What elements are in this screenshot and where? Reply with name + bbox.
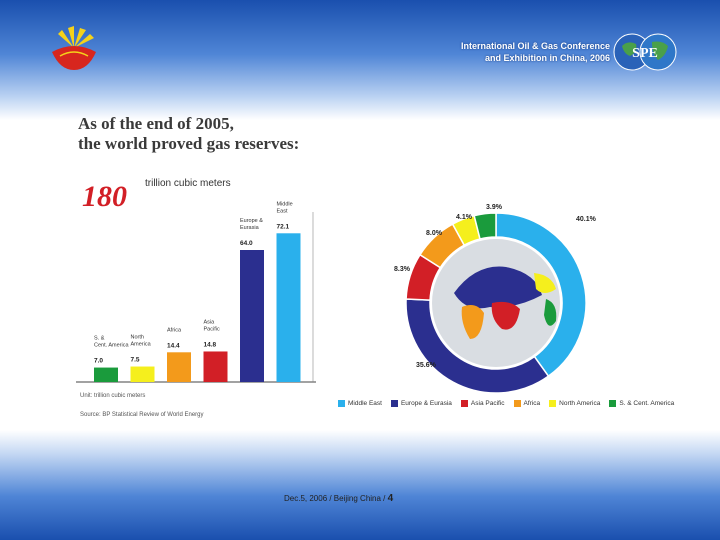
regional-reserves-bar-chart: S. & Cent. America 7.0 North America 7.5 Afric… [76,201,316,383]
conference-line-2: and Exhibition in China, 2006 [484,53,610,63]
donut-value-label-asia-pacific: 8.3% [394,266,411,273]
bar-category-label-europe-eurasia: Europe & Eurasia [240,218,263,231]
globe-africa-region [461,305,484,339]
legend-label-europe-eurasia: Europe & Eurasia [400,400,452,407]
legend-label-north-america: North America [559,400,601,407]
total-reserves-value: 180 [82,180,127,213]
bar-value-label-north-america: 7.5 [131,357,140,364]
globe-north-america-region [534,273,556,293]
title-line-2: the world proved gas reserves: [78,134,300,153]
donut-slice-s-cent-america [473,212,497,240]
page-title: As of the end of 2005, the world proved … [78,114,299,154]
title-line-1: As of the end of 2005, [78,114,234,133]
bar-value-label-europe-eurasia: 64.0 [240,240,253,247]
company-logo-icon [52,26,96,70]
legend-swatch-middle-east [338,400,345,407]
legend-swatch-north-america [549,400,557,407]
source-note: Source: BP Statistical Review of World E… [80,412,204,418]
reserves-share-donut-chart: 40.1% 35.6% 8.3% 8.0% 4.1% 3.9% [394,204,597,394]
conference-title: International Oil & Gas Conference and E… [440,40,610,64]
legend-item-europe-eurasia: Europe & Eurasia [390,400,452,407]
legend-label-asia-pacific: Asia Pacific [470,400,505,407]
legend-swatch-s-cent-america [609,400,617,407]
header-background [0,0,720,120]
bar-category-label-s-cent-america: S. & Cent. America [94,336,129,349]
bar-value-label-asia-pacific: 14.8 [204,341,217,348]
total-reserves-unit: trillion cubic meters [145,178,231,189]
legend-swatch-europe-eurasia [390,400,398,407]
footer-text: Dec.5, 2006 / Beijing China / [284,494,386,503]
legend-item-north-america: North America [549,400,600,407]
bar-category-label-asia-pacific: Asia Pacific [204,319,220,332]
legend-swatch-africa [513,400,521,407]
spe-label: SPE [632,46,658,61]
footer: Dec.5, 2006 / Beijing China / 4 [284,493,393,504]
bar-value-label-africa: 14.4 [167,342,180,349]
spe-globe-logo: SPE [613,33,677,71]
legend-label-africa: Africa [523,400,541,407]
unit-note: Unit: trillion cubic meters [80,393,146,399]
bar-category-label-north-america: North America [131,335,152,348]
bar-category-label-africa: Africa [167,327,182,333]
bar-value-label-middle-east: 72.1 [277,223,290,230]
globe-asia-pacific-region [491,301,520,330]
legend-label-middle-east: Middle East [348,400,382,407]
bar-s-cent-america [94,367,118,382]
footer-background [0,430,720,540]
legend-label-s-cent-america: S. & Cent. America [619,400,675,407]
donut-value-label-s-cent-america: 3.9% [486,204,503,211]
donut-value-label-europe-eurasia: 35.6% [416,362,437,369]
bar-value-label-s-cent-america: 7.0 [94,358,103,365]
donut-value-label-middle-east: 40.1% [576,216,597,223]
bar-middle-east [276,233,301,382]
bar-north-america [130,366,155,382]
donut-value-label-africa: 8.0% [426,230,443,237]
legend-item-asia-pacific: Asia Pacific [460,400,505,407]
donut-value-label-north-america: 4.1% [456,214,473,221]
bar-europe-eurasia [240,250,264,382]
donut-legend: Middle East Europe & Eurasia Asia Pacific A… [338,400,674,407]
legend-item-africa: Africa [513,400,541,407]
bar-category-label-middle-east: Middle East [277,201,293,214]
bar-africa [167,352,191,382]
legend-item-middle-east: Middle East [338,400,382,407]
legend-swatch-asia-pacific [460,400,468,407]
globe-south-america-region [544,299,557,326]
globe-eurasia-region [454,266,542,309]
conference-line-1: International Oil & Gas Conference [460,41,610,51]
bar-asia-pacific [203,351,228,382]
page-number: 4 [387,493,394,504]
legend-item-s-cent-america: S. & Cent. America [609,400,674,407]
